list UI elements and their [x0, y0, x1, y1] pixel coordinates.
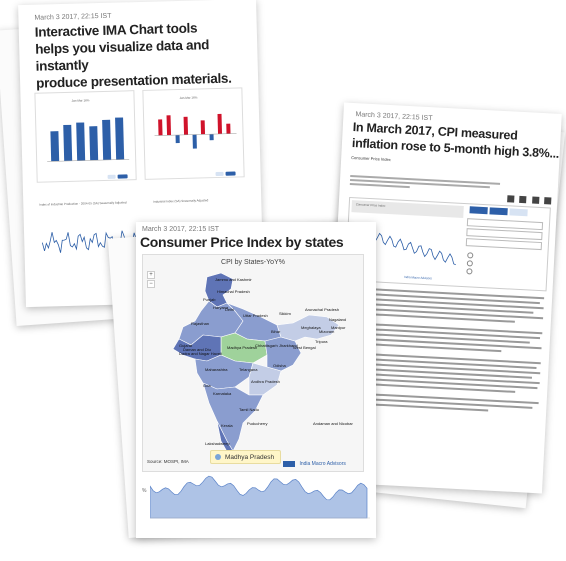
state-label: Dadra and Nagar Haveli: [179, 351, 222, 356]
state-label: Tripura: [315, 339, 328, 344]
state-label: Odisha: [273, 363, 286, 368]
state-label: Jammu and Kashmir: [215, 277, 252, 282]
state-area-chart: [150, 475, 370, 519]
map-panel[interactable]: CPI by States-YoY% + − Jammu and Kashmir…: [142, 254, 364, 472]
share-icon[interactable]: [531, 196, 540, 204]
state-label: Delhi: [225, 307, 234, 312]
bar: [226, 123, 231, 134]
chart-radio[interactable]: [466, 260, 474, 267]
brand-logo-mark: [283, 460, 295, 467]
bar: [63, 124, 73, 162]
state-label: Mizoram: [319, 329, 335, 334]
map-title: CPI by States-YoY%: [221, 259, 285, 266]
chart-button[interactable]: [117, 174, 128, 179]
bar-chart-thumbnail-a[interactable]: Jan-Mar 16%: [34, 90, 137, 183]
chart-radio[interactable]: [467, 252, 474, 259]
state-label: Bihar: [271, 329, 281, 334]
article-byline: Consumer Price Index: [351, 155, 391, 163]
zoom-out-button[interactable]: −: [147, 280, 155, 288]
share-icon[interactable]: [519, 195, 527, 204]
bar-chart-a: [47, 117, 130, 162]
map-region-east-coast: [248, 362, 282, 396]
brand-logo: India Macro Advisors: [283, 455, 346, 473]
state-label: Punjab: [203, 297, 216, 302]
bar: [102, 119, 112, 160]
state-label: Andhra Pradesh: [251, 379, 280, 384]
state-label: Madhya Pradesh: [227, 345, 257, 350]
state-label: Himachal Pradesh: [217, 289, 250, 294]
state-label: Daman and Diu: [183, 347, 211, 352]
chart-radio[interactable]: [466, 268, 473, 275]
state-label: Karnataka: [213, 391, 232, 396]
map-region-northeast: [276, 314, 340, 342]
chart-tab[interactable]: [469, 206, 488, 215]
article-title: In March 2017, CPI measured inflation ro…: [352, 119, 563, 162]
state-label: Rajasthan: [191, 321, 209, 326]
bar: [217, 113, 223, 134]
chart-button[interactable]: [215, 171, 224, 177]
state-label: Telangana: [239, 367, 258, 372]
state-label: Jharkhand: [279, 343, 298, 348]
state-label: Haryana: [213, 305, 229, 310]
chart-legend: Consumer Price Index: [355, 202, 386, 208]
bar: [183, 116, 189, 135]
state-label: Goa: [203, 383, 211, 388]
bar: [115, 117, 125, 160]
state-label: Gujarat: [179, 343, 193, 348]
bar: [209, 134, 214, 141]
series-dot-icon: [215, 454, 221, 460]
bar: [158, 119, 163, 136]
article-card-cpi-by-states[interactable]: March 3 2017, 22:15 IST Consumer Price I…: [136, 222, 376, 538]
bar: [192, 134, 197, 149]
map-region-north: [204, 272, 234, 308]
selected-state-name: Madhya Pradesh: [225, 453, 275, 461]
article-date: March 3 2017, 22:15 IST: [34, 12, 112, 22]
state-label: Lakshadweep: [205, 441, 230, 446]
state-label: Nagaland: [329, 317, 346, 322]
state-label: Kerala: [221, 423, 233, 428]
brand-name: India Macro Advisors: [299, 460, 346, 467]
state-label: Arunachal Pradesh: [305, 307, 339, 312]
chart-tab[interactable]: [489, 207, 508, 216]
zoom-in-button[interactable]: +: [147, 271, 155, 279]
share-icon[interactable]: [507, 195, 515, 203]
chart-button[interactable]: [225, 171, 236, 176]
selected-state-pill[interactable]: Madhya Pradesh: [210, 450, 282, 464]
state-label: Sikkim: [279, 311, 291, 316]
chart-footer-brand: India Macro Advisors: [403, 274, 432, 281]
y-axis-label: %: [142, 488, 147, 494]
article-card-chart-tools[interactable]: March 3 2017, 22:15 IST Interactive IMA …: [18, 0, 264, 308]
article-title: Consumer Price Index by states: [140, 234, 344, 250]
state-label: Andaman and Nicobar: [313, 421, 353, 426]
state-label: Uttar Pradesh: [243, 313, 268, 318]
state-label: Manipur: [331, 325, 346, 330]
state-label: West Bengal: [293, 345, 316, 350]
chart-button[interactable]: [107, 174, 116, 179]
chart-tab[interactable]: [509, 208, 528, 217]
article-date: March 3 2017, 22:15 IST: [142, 226, 220, 233]
bar: [166, 115, 172, 136]
title-line: helps you visualize data and instantly: [35, 37, 210, 74]
bar: [175, 134, 180, 144]
state-label: Puducherry: [247, 421, 267, 426]
state-label: Chhattisgarh: [255, 343, 278, 348]
chart-select[interactable]: [465, 238, 543, 251]
bar: [200, 120, 206, 135]
article-title: Interactive IMA Chart tools helps you vi…: [35, 18, 257, 92]
chart-legend-box: Consumer Price Index: [351, 200, 464, 218]
state-label: Tamil Nadu: [239, 407, 259, 412]
article-intro-text: [349, 174, 501, 193]
bar: [76, 122, 86, 161]
chart-title: Industrial Index (SA) Seasonally Adjuste…: [153, 198, 209, 204]
state-label: Meghalaya: [301, 325, 321, 330]
state-line-chart[interactable]: %: [142, 466, 370, 532]
state-label: Maharashtra: [205, 367, 228, 372]
bar: [50, 131, 60, 162]
bar: [89, 126, 99, 161]
bar-chart-b: [154, 113, 237, 149]
map-source: Source: MOSPI, IMA: [147, 459, 189, 464]
share-icon[interactable]: [544, 197, 552, 205]
bar-chart-thumbnail-b[interactable]: Jan-Mar 16%: [142, 87, 245, 180]
